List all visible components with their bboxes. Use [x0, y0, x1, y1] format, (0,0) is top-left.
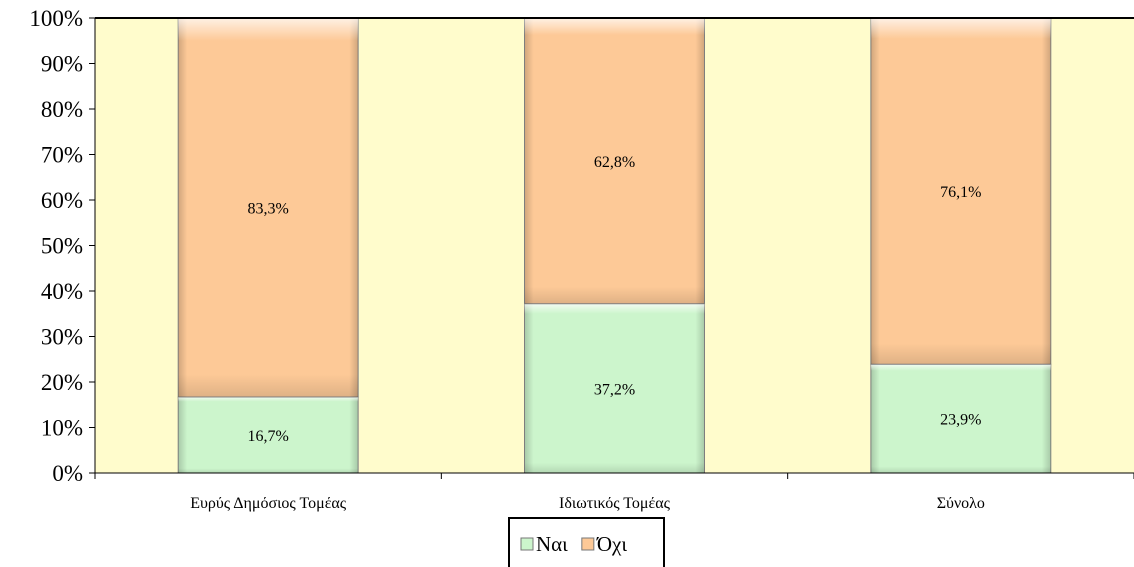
legend-item-ochi: Όχι [581, 532, 627, 556]
data-label-ochi-0: 83,3% [248, 201, 289, 218]
bar-nai-2: 23,9% [870, 363, 1052, 474]
bar-ochi-0: 83,3% [177, 17, 359, 398]
y-tick-label: 30% [41, 325, 83, 350]
data-label-nai-1: 37,2% [594, 381, 635, 398]
y-tick-label: 80% [41, 97, 83, 122]
data-label-ochi-2: 76,1% [940, 184, 981, 201]
data-label-ochi-1: 62,8% [594, 154, 635, 171]
y-tick-label: 60% [41, 188, 83, 213]
x-tick-label-0: Ευρύς Δημόσιος Τομέας [190, 495, 347, 512]
legend-item-nai: Ναι [520, 532, 568, 556]
legend-label: Όχι [596, 532, 627, 556]
legend-swatch [581, 537, 595, 551]
y-tick-label: 70% [41, 143, 83, 168]
legend: Ναι Όχι [508, 517, 665, 567]
y-tick-label: 10% [41, 416, 83, 441]
y-tick-label: 50% [41, 234, 83, 259]
data-label-nai-0: 16,7% [248, 428, 289, 445]
data-label-nai-2: 23,9% [940, 412, 981, 429]
bar-ochi-1: 62,8% [524, 17, 705, 305]
bar-nai-0: 16,7% [177, 396, 359, 474]
y-tick-label: 100% [29, 6, 83, 31]
bar-ochi-2: 76,1% [870, 17, 1052, 365]
legend-swatch [520, 537, 534, 551]
y-tick-label: 20% [41, 370, 83, 395]
y-tick-label: 0% [52, 461, 83, 486]
legend-label: Ναι [536, 532, 568, 556]
y-tick-label: 90% [41, 52, 83, 77]
bars-layer: 16,7% 83,3% 37,2% 62,8% 23,9% 76,1% [177, 17, 1052, 474]
y-tick-label: 40% [41, 279, 83, 304]
x-tick-label-2: Σύνολο [937, 495, 985, 512]
axes-layer: 0% 10% 20% 30% 40% 50% 60% 70% 80% 90% 100% Ευρύς Δ… [29, 6, 1134, 512]
x-tick-label-1: Ιδιωτικός Τομέας [559, 495, 671, 512]
bar-nai-1: 37,2% [524, 303, 705, 474]
